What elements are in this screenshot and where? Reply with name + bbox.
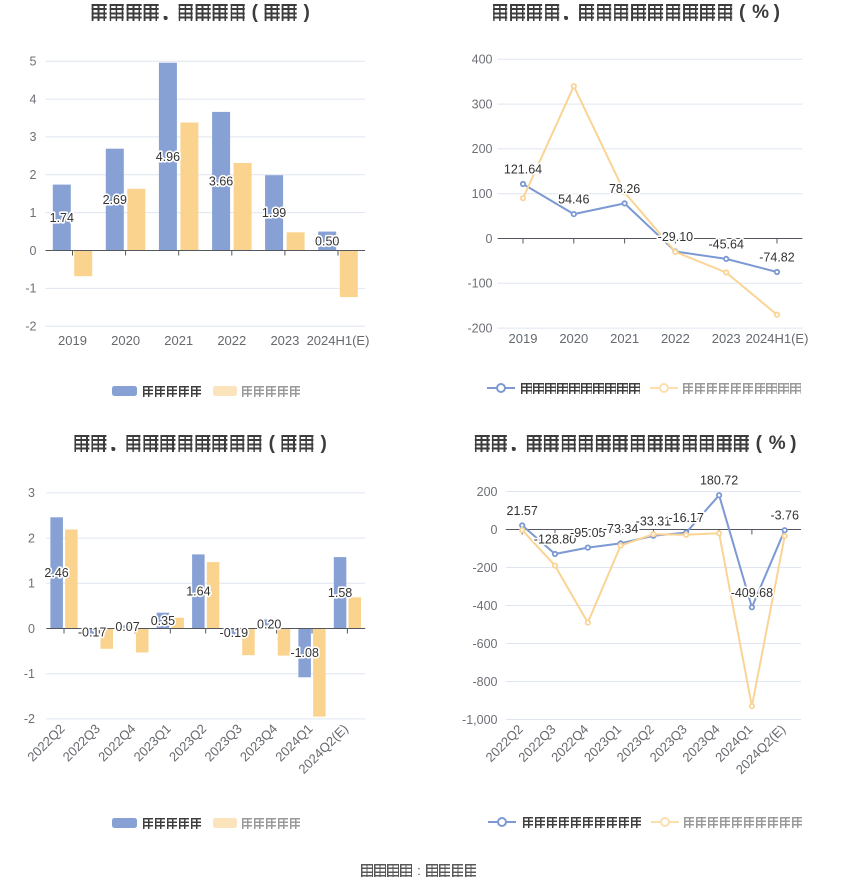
svg-text:3: 3 (30, 130, 37, 144)
svg-text:1: 1 (30, 206, 37, 220)
svg-text:-29.10: -29.10 (658, 230, 693, 244)
svg-text:1.74: 1.74 (50, 211, 74, 225)
svg-text:300: 300 (472, 97, 493, 111)
svg-text:-200: -200 (472, 561, 497, 575)
svg-text:400: 400 (472, 53, 493, 67)
svg-text:-409.68: -409.68 (731, 586, 773, 600)
svg-text:1.99: 1.99 (262, 206, 286, 220)
svg-text:2022: 2022 (661, 331, 690, 346)
svg-text:180.72: 180.72 (700, 474, 738, 488)
svg-text:2023Q1: 2023Q1 (131, 721, 174, 764)
svg-text:2: 2 (30, 168, 37, 182)
svg-text:2021: 2021 (164, 333, 193, 348)
svg-text:2021: 2021 (610, 331, 639, 346)
svg-text:2022: 2022 (217, 333, 246, 348)
svg-text:-100: -100 (467, 277, 492, 291)
svg-text:2: 2 (28, 531, 35, 545)
svg-text:3.66: 3.66 (209, 175, 233, 189)
svg-text:200: 200 (477, 485, 498, 499)
svg-text:121.64: 121.64 (504, 163, 542, 177)
svg-text:2024H1(E): 2024H1(E) (307, 333, 370, 348)
svg-text:-16.17: -16.17 (668, 511, 703, 525)
svg-text:2023: 2023 (270, 333, 299, 348)
svg-text:-1: -1 (24, 667, 35, 681)
svg-text:200: 200 (472, 142, 493, 156)
svg-text:-45.64: -45.64 (708, 237, 743, 251)
svg-text:0.07: 0.07 (115, 620, 139, 634)
svg-text:-128.80: -128.80 (534, 533, 576, 547)
svg-text:-0.17: -0.17 (78, 626, 107, 640)
svg-text:54.46: 54.46 (558, 193, 589, 207)
svg-text:2023Q4: 2023Q4 (237, 721, 280, 764)
svg-text:2022Q4: 2022Q4 (95, 721, 138, 764)
svg-text:-600: -600 (472, 637, 497, 651)
svg-text:2023Q3: 2023Q3 (201, 721, 244, 764)
svg-text:4.96: 4.96 (156, 150, 180, 164)
svg-text:0: 0 (491, 523, 498, 537)
svg-text:-2: -2 (24, 712, 35, 726)
svg-text:3: 3 (28, 486, 35, 500)
svg-text:-0.19: -0.19 (220, 626, 249, 640)
svg-text:0.35: 0.35 (151, 614, 175, 628)
svg-text:2019: 2019 (509, 331, 538, 346)
svg-text:-95.05: -95.05 (570, 526, 605, 540)
svg-text:-33.31: -33.31 (636, 514, 671, 528)
svg-text:-1,000: -1,000 (462, 713, 497, 727)
svg-text:-73.34: -73.34 (603, 522, 638, 536)
svg-text:21.57: 21.57 (507, 504, 538, 518)
svg-text:4: 4 (30, 92, 37, 106)
svg-text:0: 0 (30, 244, 37, 258)
svg-text:2019: 2019 (58, 333, 87, 348)
svg-text:0: 0 (28, 622, 35, 636)
svg-text:2.46: 2.46 (44, 566, 68, 580)
svg-text:78.26: 78.26 (609, 182, 640, 196)
svg-text:-2: -2 (25, 320, 36, 334)
svg-text:0.20: 0.20 (257, 617, 281, 631)
svg-text:-800: -800 (472, 675, 497, 689)
svg-text:-400: -400 (472, 599, 497, 613)
svg-text:2022Q3: 2022Q3 (60, 721, 103, 764)
svg-text:0: 0 (486, 232, 493, 246)
svg-text:-74.82: -74.82 (759, 251, 794, 265)
svg-text:-1: -1 (25, 282, 36, 296)
svg-text:2023Q2: 2023Q2 (166, 721, 209, 764)
svg-text:1.58: 1.58 (328, 586, 352, 600)
svg-text:0.50: 0.50 (315, 234, 339, 248)
svg-text:-1.08: -1.08 (290, 646, 319, 660)
svg-text:2022Q2: 2022Q2 (24, 721, 67, 764)
svg-text:2024H1(E): 2024H1(E) (746, 331, 809, 346)
svg-text:-3.76: -3.76 (770, 509, 799, 523)
svg-text:5: 5 (30, 55, 37, 69)
svg-text:2020: 2020 (111, 333, 140, 348)
svg-text:2020: 2020 (559, 331, 588, 346)
svg-text:100: 100 (472, 187, 493, 201)
svg-text:2023: 2023 (712, 331, 741, 346)
svg-text:1.64: 1.64 (186, 585, 210, 599)
svg-text:1: 1 (28, 577, 35, 591)
svg-text:2.69: 2.69 (103, 193, 127, 207)
svg-text:-200: -200 (467, 321, 492, 335)
